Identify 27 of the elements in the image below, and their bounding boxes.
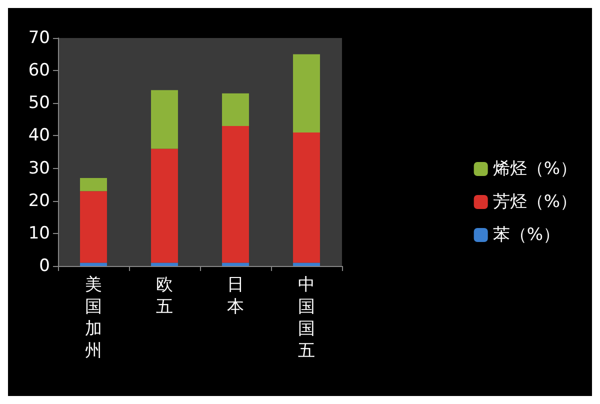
bar	[222, 126, 249, 263]
y-tick-label: 60	[28, 60, 50, 81]
x-tick-label: 中国国五	[298, 275, 315, 361]
y-tick-label: 20	[28, 190, 50, 211]
bar	[293, 262, 320, 266]
bar	[80, 191, 107, 263]
bar	[293, 54, 320, 132]
bar	[151, 90, 178, 149]
bar	[293, 132, 320, 263]
bar	[151, 148, 178, 263]
bar	[222, 262, 249, 266]
bar	[151, 262, 178, 266]
x-tick-label: 美国加州	[85, 275, 102, 361]
bar	[80, 178, 107, 192]
y-tick-label: 0	[39, 256, 50, 276]
legend-label: 苯（%）	[492, 225, 560, 245]
y-tick-label: 50	[28, 93, 50, 114]
x-tick-label: 欧五	[156, 275, 173, 317]
x-tick-label: 日本	[227, 275, 244, 317]
bar	[222, 93, 249, 126]
y-tick-label: 70	[28, 28, 50, 48]
y-tick-label: 40	[28, 126, 50, 146]
legend-label: 芳烃（%）	[492, 192, 578, 212]
bar	[80, 262, 107, 266]
y-tick-label: 30	[28, 158, 50, 178]
y-tick-label: 10	[28, 223, 50, 244]
legend-label: 烯烃（%）	[492, 159, 578, 179]
